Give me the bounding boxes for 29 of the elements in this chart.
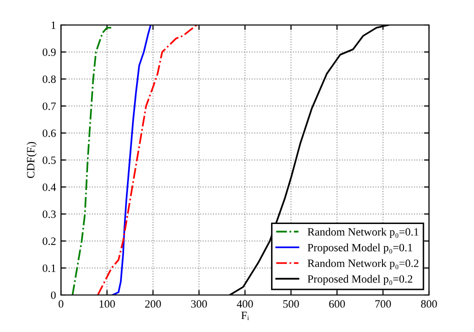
x-tick-label: 800 [421,300,437,308]
y-tick-label: 1 [52,22,56,29]
x-axis-title: Fᵢ [241,312,249,320]
y-axis-title: CDF(Fᵢ) [26,142,37,178]
y-tick-label: 0.1 [42,264,56,272]
y-tick-label: 0.8 [42,75,56,84]
x-tick-label: 500 [283,300,299,308]
line-series [96,25,198,295]
line-series [72,26,112,295]
legend-label: Proposed Model p₀=0.1 [308,244,412,254]
x-tick-label: 200 [145,300,161,308]
y-tick-label: 0.6 [42,129,56,138]
legend-label: Random Network p₀=0.2 [308,259,418,270]
legend-label: Proposed Model p₀=0.2 [308,274,412,285]
y-tick-label: 0.4 [42,183,56,192]
y-tick-label: 0.3 [42,210,56,218]
x-tick-label: 600 [329,300,345,308]
legend-label: Random Network p₀=0.1 [308,228,418,238]
y-tick-label: 0.9 [42,48,56,56]
line-series [112,25,152,295]
x-tick-label: 400 [236,300,253,308]
y-tick-label: 0.5 [42,156,56,164]
y-tick-label: 0.7 [42,102,56,110]
y-tick-label: 0.2 [42,237,56,246]
y-tick-label: 0 [51,291,56,299]
x-tick-label: 300 [191,300,207,308]
x-tick-label: 100 [100,300,115,308]
x-tick-label: 0 [58,300,64,308]
x-tick-label: 700 [375,300,391,308]
